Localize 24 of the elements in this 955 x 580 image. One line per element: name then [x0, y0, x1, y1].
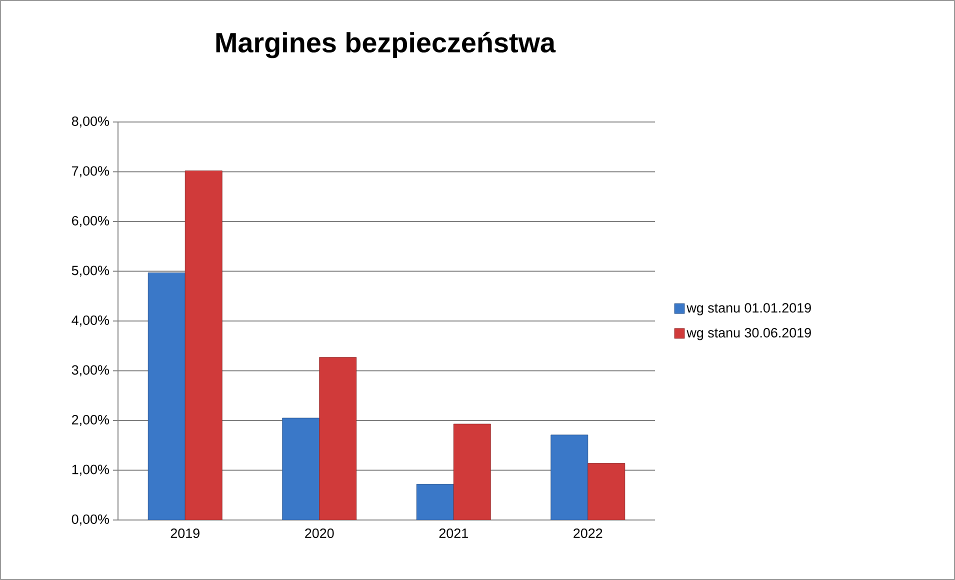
bar — [319, 357, 357, 520]
y-tick-label: 0,00% — [72, 514, 109, 526]
x-tick-label: 2021 — [439, 528, 468, 538]
bar — [416, 484, 454, 520]
y-tick-label: 6,00% — [72, 216, 109, 228]
legend-label: wg stanu 01.01.2019 — [686, 303, 811, 316]
y-tick-label: 1,00% — [72, 464, 109, 476]
y-tick-label: 3,00% — [72, 365, 109, 376]
bar — [184, 170, 222, 520]
y-tick-label: 4,00% — [72, 315, 109, 327]
bar — [148, 272, 186, 520]
x-tick-label: 2022 — [574, 528, 602, 538]
bar — [588, 463, 626, 520]
y-tick-label: 8,00% — [72, 116, 109, 128]
x-tick-label: 2019 — [170, 528, 200, 538]
legend-label: wg stanu 30.06.2019 — [686, 328, 811, 340]
y-tick-label: 5,00% — [72, 266, 109, 277]
y-tick-label: 7,00% — [72, 166, 109, 178]
bar — [550, 434, 588, 520]
bar — [282, 418, 320, 520]
bar — [453, 424, 491, 520]
chart-title: Margines bezpieczeństwa — [216, 32, 556, 58]
y-tick-label: 2,00% — [72, 414, 109, 426]
x-tick-label: 2020 — [305, 528, 334, 538]
